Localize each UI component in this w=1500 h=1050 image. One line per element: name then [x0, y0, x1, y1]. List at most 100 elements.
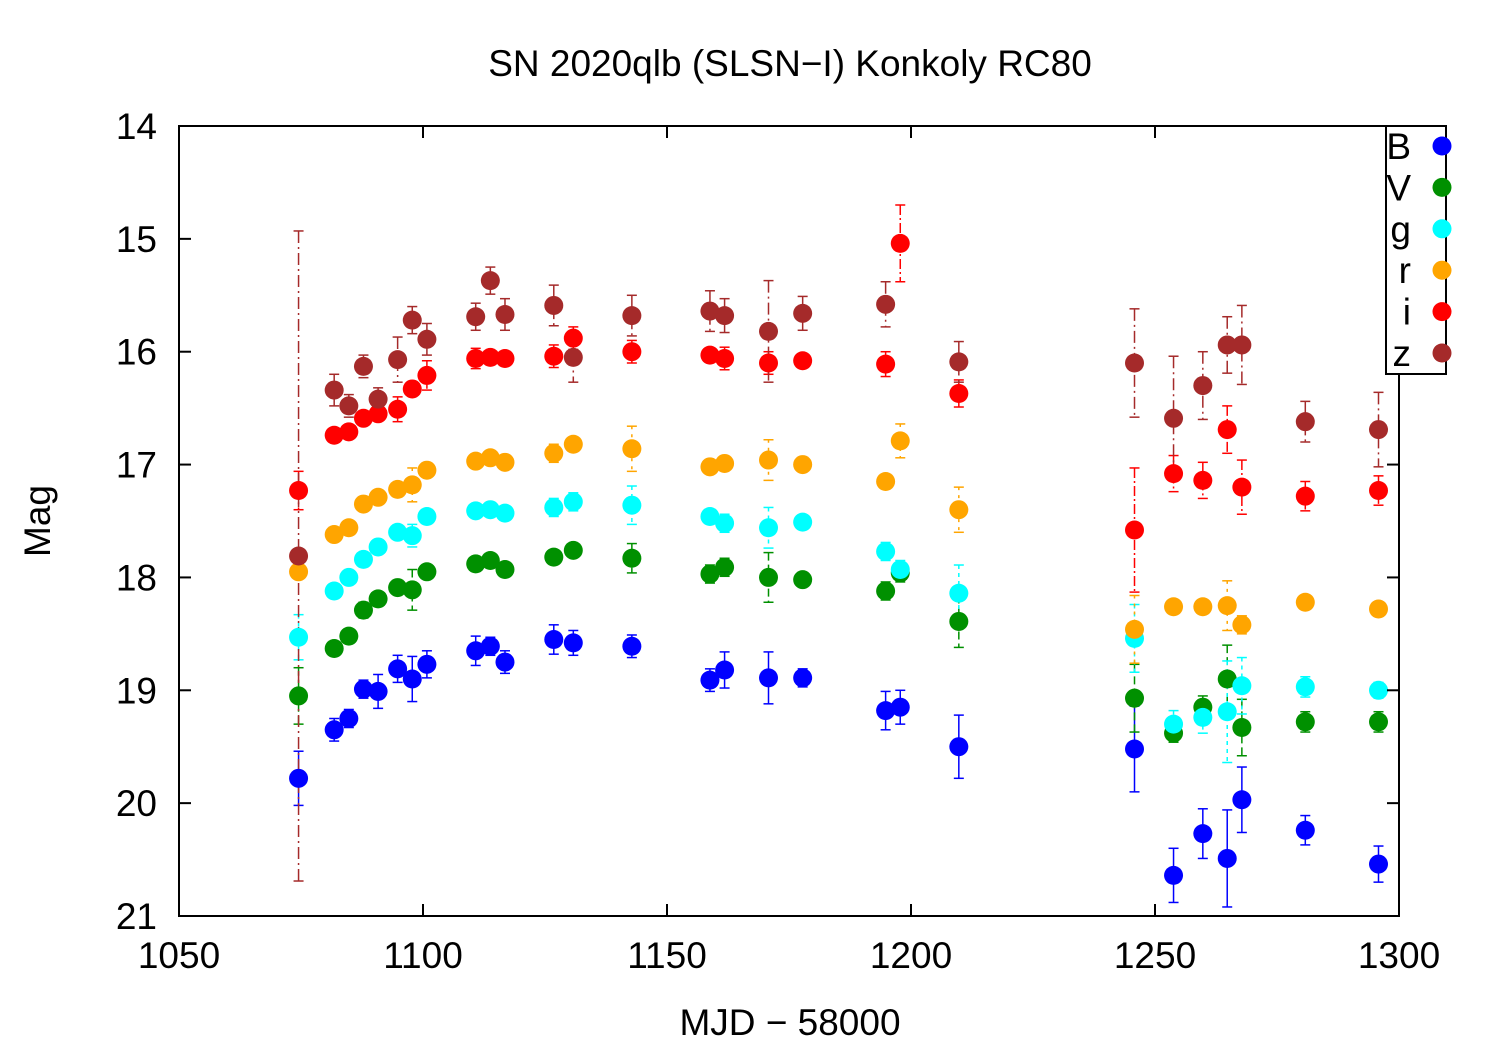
data-point-r — [1193, 597, 1213, 617]
data-point-i — [563, 328, 583, 348]
error-bars-V — [293, 542, 1384, 757]
data-point-r — [495, 452, 515, 472]
data-point-g — [1232, 676, 1252, 696]
data-point-z — [324, 380, 344, 400]
data-point-i — [1369, 481, 1389, 501]
legend-label-B: B — [1386, 126, 1411, 167]
data-point-g — [353, 549, 373, 569]
data-point-g — [544, 497, 564, 517]
legend-label-i: i — [1403, 292, 1411, 333]
x-tick-label: 1100 — [383, 935, 463, 976]
data-point-i — [1193, 470, 1213, 490]
error-bars-r — [293, 423, 1384, 664]
data-point-g — [622, 495, 642, 515]
data-point-V — [417, 562, 437, 582]
error-bars-B — [293, 624, 1384, 908]
data-point-i — [353, 408, 373, 428]
data-point-B — [715, 660, 735, 680]
data-point-i — [1164, 464, 1184, 484]
data-point-r — [324, 525, 344, 545]
data-point-i — [339, 422, 359, 442]
data-point-r — [544, 443, 564, 463]
data-point-B — [324, 720, 344, 740]
y-tick-label: 17 — [116, 445, 157, 486]
data-point-z — [715, 306, 735, 326]
data-point-V — [1295, 712, 1315, 732]
data-point-i — [368, 404, 388, 424]
data-point-g — [368, 537, 388, 557]
data-point-V — [715, 557, 735, 577]
data-point-z — [466, 307, 486, 327]
data-point-z — [622, 306, 642, 326]
data-point-B — [388, 659, 408, 679]
data-point-i — [949, 383, 969, 403]
data-point-z — [1369, 420, 1389, 440]
data-point-i — [1125, 520, 1145, 540]
data-point-r — [1164, 597, 1184, 617]
legend-label-r: r — [1399, 250, 1411, 291]
legend-label-V: V — [1386, 167, 1411, 208]
data-point-V — [700, 564, 720, 584]
data-point-B — [1193, 824, 1213, 844]
data-point-B — [1217, 848, 1237, 868]
data-point-i — [402, 379, 422, 399]
chart-title: SN 2020qlb (SLSN−I) Konkoly RC80 — [488, 43, 1092, 84]
data-point-g — [949, 583, 969, 603]
data-point-V — [759, 567, 779, 587]
data-point-B — [1164, 865, 1184, 885]
data-point-r — [1232, 615, 1252, 635]
data-point-V — [466, 554, 486, 574]
data-point-B — [544, 630, 564, 649]
data-point-z — [544, 295, 564, 315]
data-point-z — [793, 303, 813, 323]
data-point-r — [949, 500, 969, 520]
data-point-V — [1232, 718, 1252, 738]
data-point-V — [563, 540, 583, 560]
data-point-r — [353, 494, 373, 514]
data-point-g — [480, 500, 500, 520]
data-point-z — [759, 321, 779, 341]
data-point-g — [289, 627, 309, 647]
data-point-B — [1295, 820, 1315, 840]
data-point-V — [353, 600, 373, 620]
data-point-B — [793, 668, 813, 688]
data-point-B — [339, 709, 359, 728]
data-point-r — [1125, 619, 1145, 639]
data-point-z — [1295, 412, 1315, 432]
data-point-g — [1164, 714, 1184, 734]
data-point-B — [466, 641, 486, 661]
data-point-V — [339, 626, 359, 646]
y-tick-label: 18 — [116, 557, 157, 598]
data-point-g — [890, 560, 910, 580]
data-point-r — [402, 475, 422, 495]
data-point-i — [1295, 486, 1315, 506]
data-points — [289, 233, 1389, 885]
data-point-V — [388, 578, 408, 598]
data-point-B — [1125, 739, 1145, 759]
legend-box — [1385, 125, 1447, 375]
data-point-B — [368, 681, 388, 701]
series-z-points — [289, 271, 1389, 566]
data-point-B — [480, 636, 500, 656]
data-point-z — [353, 356, 373, 376]
data-point-r — [700, 457, 720, 477]
y-tick-label: 20 — [116, 783, 157, 824]
data-point-B — [890, 697, 910, 717]
data-point-g — [793, 512, 813, 532]
y-axis-label: Mag — [17, 485, 58, 557]
data-point-i — [715, 348, 735, 368]
data-point-V — [1217, 669, 1237, 689]
data-point-B — [289, 768, 309, 788]
data-point-V — [876, 581, 896, 601]
data-point-V — [495, 560, 515, 580]
data-point-r — [715, 453, 735, 473]
data-point-i — [890, 233, 910, 253]
data-point-V — [544, 547, 564, 567]
y-tick-label: 16 — [116, 332, 157, 373]
legend-label-z: z — [1393, 333, 1412, 374]
data-point-B — [402, 669, 422, 689]
data-point-g — [876, 541, 896, 561]
data-point-g — [715, 513, 735, 533]
series-i-points — [289, 233, 1389, 540]
data-point-i — [466, 348, 486, 368]
